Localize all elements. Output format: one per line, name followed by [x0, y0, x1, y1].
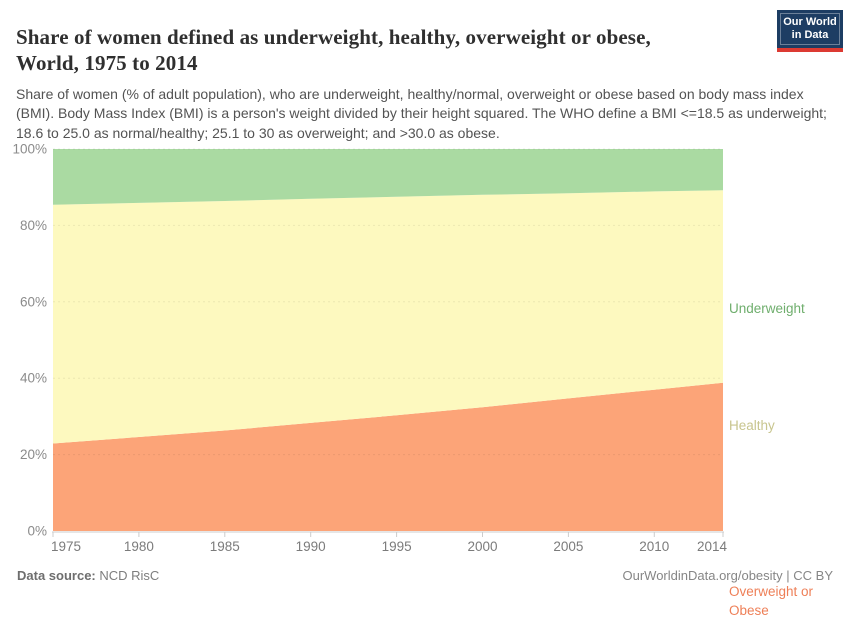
owid-logo-line1: Our World	[783, 16, 837, 29]
chart-subtitle: Share of women (% of adult population), …	[16, 86, 827, 141]
series-label-healthy: Healthy	[729, 418, 775, 433]
y-tick-label: 80%	[20, 218, 47, 233]
y-tick-label: 100%	[12, 142, 47, 157]
x-tick-label: 1985	[210, 539, 240, 552]
owid-logo-line2: in Data	[791, 29, 829, 41]
chart-page: Share of women defined as underweight, h…	[0, 10, 850, 618]
data-source: Data source: NCD RisC	[17, 568, 159, 583]
data-source-label: Data source:	[17, 568, 96, 583]
series-label-underweight: Underweight	[729, 301, 805, 316]
license-link[interactable]: OurWorldinData.org/obesity | CC BY	[622, 568, 834, 583]
area-overweight-or-obese	[53, 382, 723, 531]
owid-logo[interactable]: Our World in Data	[777, 10, 843, 52]
page-title: Share of women defined as underweight, h…	[16, 25, 651, 76]
chart-area: 1975 1980 1985 1990 1995 2000 2005 2010 2014 0% 20…	[0, 140, 850, 618]
y-tick-label: 0%	[27, 524, 47, 539]
y-tick-label: 40%	[20, 371, 47, 386]
x-tick-label: 2014	[697, 539, 728, 552]
chart-canvas[interactable]: 1975 1980 1985 1990 1995 2000 2005 2010 2014 0% 20…	[0, 140, 850, 553]
data-source-value: NCD RisC	[99, 568, 160, 583]
x-tick-label: 2010	[639, 539, 669, 552]
y-tick-label: 20%	[20, 447, 47, 462]
chart-footer: Data source: NCD RisC OurWorldinData.org…	[0, 563, 850, 589]
x-tick-label: 1980	[124, 539, 154, 552]
x-tick-label: 1995	[382, 539, 412, 552]
x-tick-label: 1975	[51, 539, 81, 552]
area-healthy	[53, 190, 723, 444]
area-underweight	[53, 149, 723, 205]
owid-logo-text: Our World in Data	[783, 16, 837, 41]
x-tick-label: 1990	[296, 539, 326, 552]
x-tick-label: 2005	[553, 539, 583, 552]
x-tick-label: 2000	[467, 539, 497, 552]
y-tick-label: 60%	[20, 294, 47, 309]
